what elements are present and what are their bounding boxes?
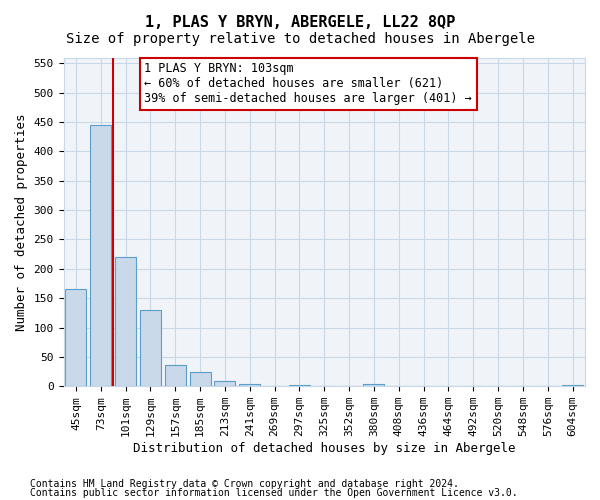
Bar bbox=[90, 125, 112, 386]
Text: Contains HM Land Registry data © Crown copyright and database right 2024.: Contains HM Land Registry data © Crown c… bbox=[30, 479, 459, 489]
Bar bbox=[65, 290, 86, 386]
Text: Size of property relative to detached houses in Abergele: Size of property relative to detached ho… bbox=[65, 32, 535, 46]
X-axis label: Distribution of detached houses by size in Abergele: Distribution of detached houses by size … bbox=[133, 442, 515, 455]
Bar bbox=[214, 381, 235, 386]
Bar bbox=[562, 385, 583, 386]
Bar bbox=[140, 310, 161, 386]
Text: Contains public sector information licensed under the Open Government Licence v3: Contains public sector information licen… bbox=[30, 488, 518, 498]
Text: 1, PLAS Y BRYN, ABERGELE, LL22 8QP: 1, PLAS Y BRYN, ABERGELE, LL22 8QP bbox=[145, 15, 455, 30]
Bar bbox=[239, 384, 260, 386]
Bar bbox=[364, 384, 385, 386]
Y-axis label: Number of detached properties: Number of detached properties bbox=[15, 113, 28, 330]
Bar bbox=[115, 257, 136, 386]
Text: 1 PLAS Y BRYN: 103sqm
← 60% of detached houses are smaller (621)
39% of semi-det: 1 PLAS Y BRYN: 103sqm ← 60% of detached … bbox=[145, 62, 472, 106]
Bar bbox=[289, 385, 310, 386]
Bar bbox=[190, 372, 211, 386]
Bar bbox=[165, 364, 186, 386]
